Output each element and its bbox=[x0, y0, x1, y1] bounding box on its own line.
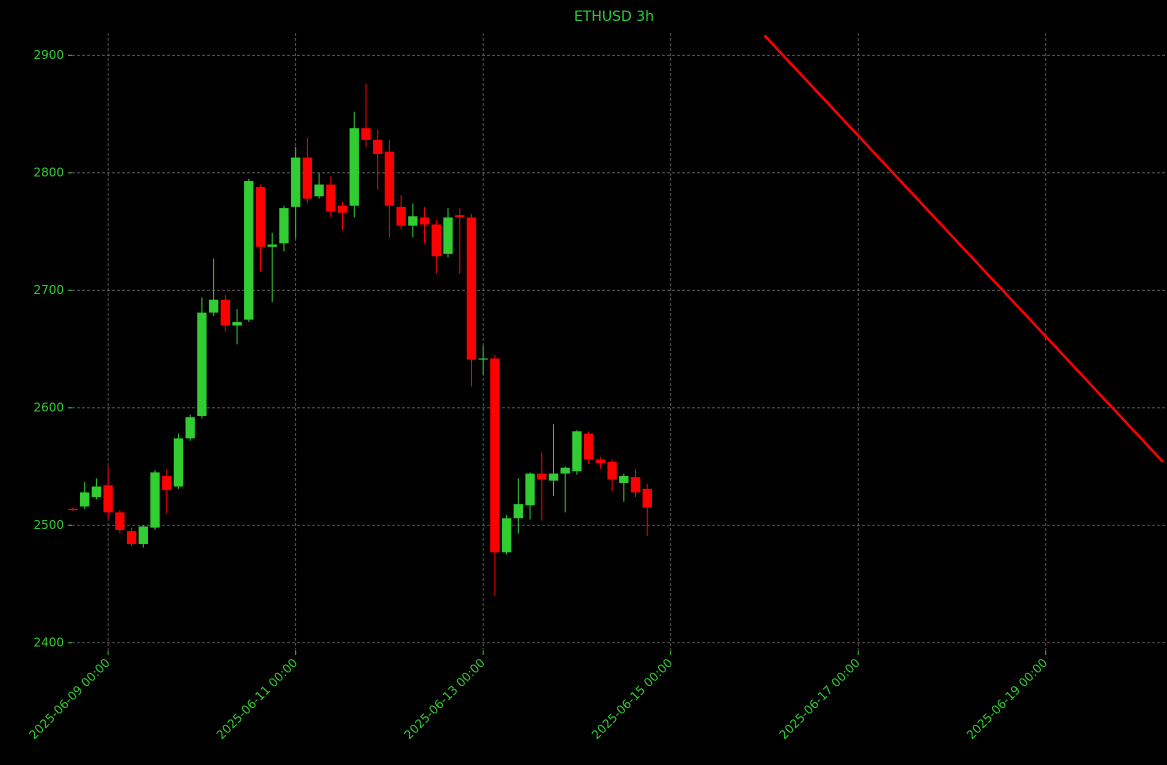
candle-body bbox=[431, 224, 441, 257]
y-tick-label: 2500 bbox=[33, 518, 64, 532]
y-tick-label: 2400 bbox=[33, 635, 64, 649]
candle-body bbox=[537, 473, 547, 480]
candle-body bbox=[267, 244, 277, 247]
candle-body bbox=[138, 526, 148, 545]
y-tick-label: 2800 bbox=[33, 165, 64, 179]
candle-body bbox=[326, 184, 336, 212]
candle-body bbox=[478, 358, 488, 360]
candle-body bbox=[80, 492, 90, 507]
candle-body bbox=[91, 486, 102, 498]
candle-body bbox=[126, 531, 137, 545]
candle-body bbox=[525, 473, 535, 506]
x-tick-label: 2025-06-09 00:00 bbox=[26, 656, 112, 742]
candle-body bbox=[290, 157, 301, 207]
candle-body bbox=[208, 299, 219, 313]
x-tick-label: 2025-06-13 00:00 bbox=[401, 656, 487, 742]
candle-body bbox=[466, 217, 477, 360]
candle-body bbox=[314, 184, 324, 197]
candle-body bbox=[255, 186, 266, 247]
candle-body bbox=[583, 433, 594, 460]
trend-line bbox=[763, 34, 1164, 463]
candle-body bbox=[173, 438, 184, 487]
grid bbox=[68, 33, 1167, 655]
candle-body bbox=[361, 128, 371, 140]
candle-body bbox=[619, 475, 629, 483]
candle-body bbox=[513, 504, 524, 519]
candle-body bbox=[150, 472, 160, 528]
candle-body bbox=[115, 512, 125, 530]
candle-body bbox=[302, 157, 313, 199]
candle-body bbox=[455, 215, 465, 218]
x-tick-label: 2025-06-15 00:00 bbox=[589, 656, 675, 742]
candle-body bbox=[443, 217, 453, 254]
candle-body bbox=[501, 518, 512, 553]
x-tick-label: 2025-06-11 00:00 bbox=[214, 656, 300, 742]
candle-body bbox=[396, 206, 406, 226]
candle-body bbox=[642, 488, 652, 508]
candle-body bbox=[185, 417, 195, 439]
candle-body bbox=[162, 475, 172, 491]
candle-body bbox=[607, 461, 617, 480]
candle-body bbox=[103, 485, 113, 513]
candle-body bbox=[548, 473, 559, 481]
y-tick-label: 2900 bbox=[33, 48, 64, 62]
plot bbox=[68, 34, 1164, 596]
candle-body bbox=[419, 217, 430, 225]
candle-body bbox=[630, 477, 641, 493]
y-tick-label: 2700 bbox=[33, 283, 64, 297]
candle-body bbox=[232, 322, 242, 326]
candle-body bbox=[384, 151, 395, 206]
candle-body bbox=[373, 139, 383, 155]
candle-body bbox=[68, 508, 78, 511]
candle-body bbox=[572, 431, 582, 472]
candle-body bbox=[349, 128, 359, 206]
y-tick-label: 2600 bbox=[33, 400, 64, 414]
x-tick-label: 2025-06-19 00:00 bbox=[964, 656, 1050, 742]
candle-body bbox=[408, 216, 418, 226]
candle-body bbox=[220, 299, 231, 326]
chart-title: ETHUSD 3h bbox=[574, 9, 654, 25]
labels: 2400 2500 2600 2700 2800 2900 2025-06-09 00:00… bbox=[26, 48, 1050, 742]
candle-body bbox=[560, 467, 570, 474]
candle-body bbox=[337, 205, 348, 213]
x-tick-label: 2025-06-17 00:00 bbox=[776, 656, 862, 742]
candle-body bbox=[490, 358, 500, 553]
candle-body bbox=[595, 459, 606, 464]
candle-body bbox=[279, 208, 289, 244]
candle-body bbox=[197, 312, 207, 417]
candle-body bbox=[244, 181, 254, 320]
